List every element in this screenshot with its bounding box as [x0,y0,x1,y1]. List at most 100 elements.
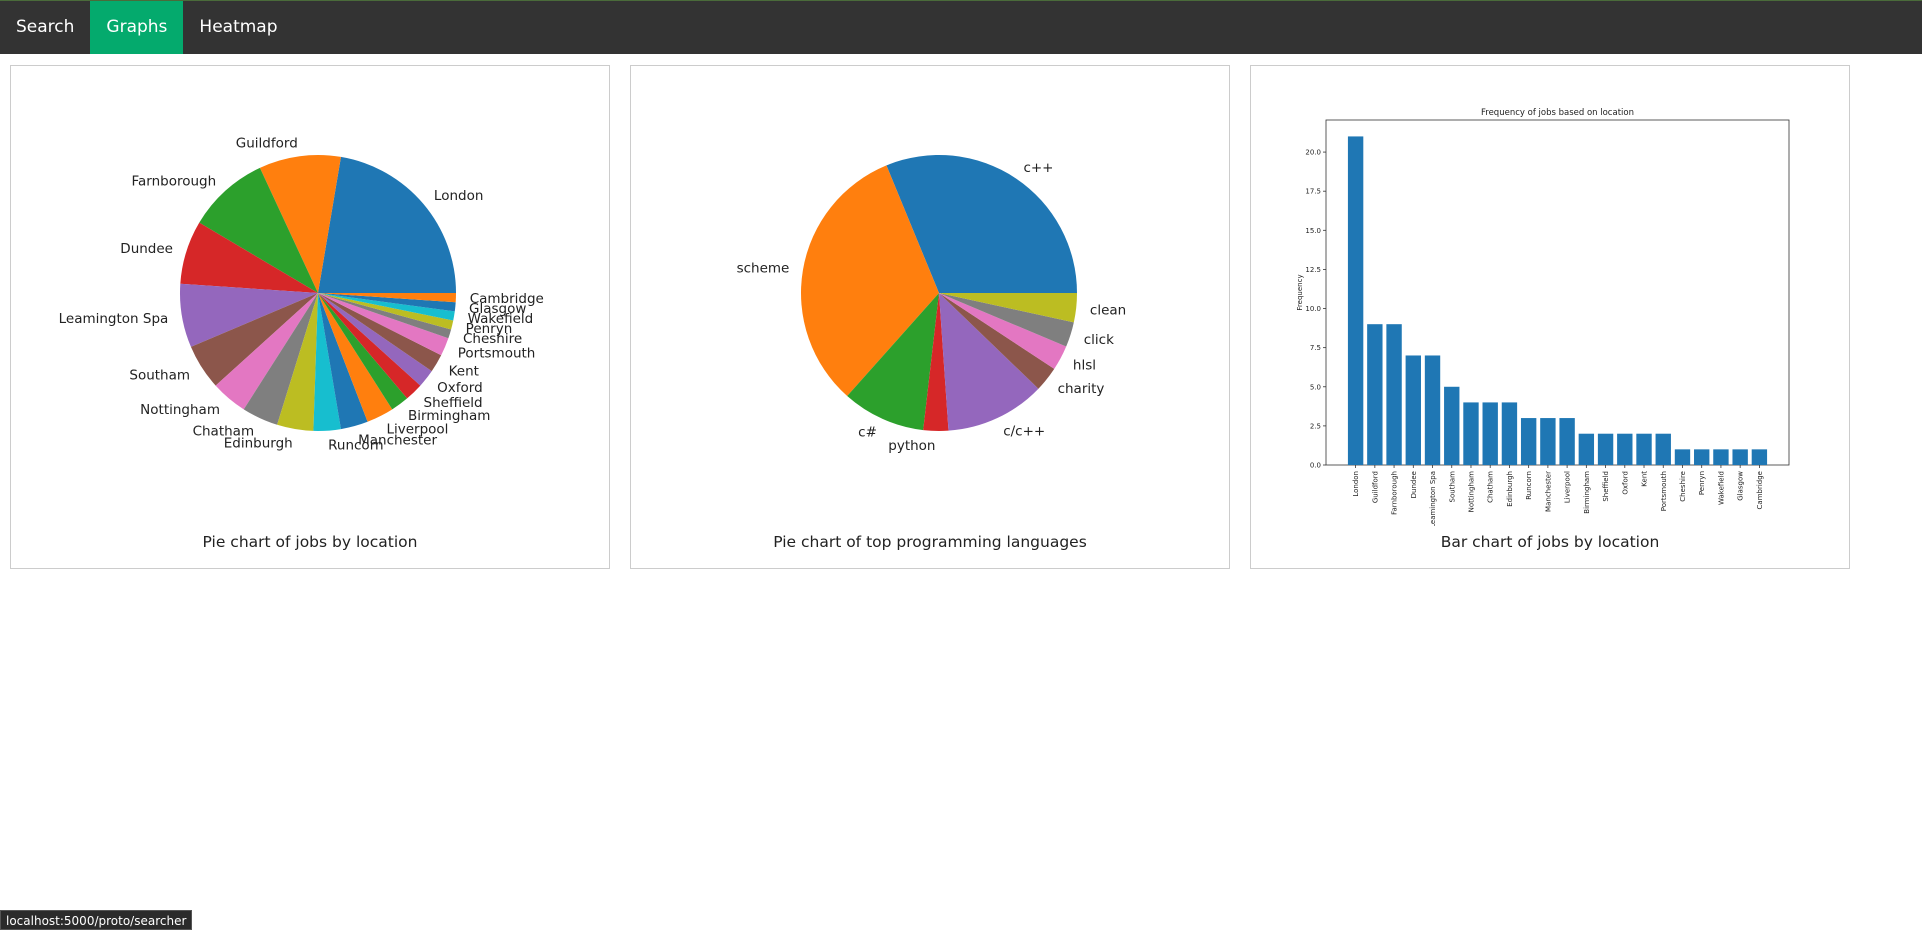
location-pie-label-kent: Kent [449,363,479,379]
location-pie-slice-runcorn [313,293,341,431]
location-pie-label-dundee: Dundee [120,241,173,257]
language-pie-label-clean: clean [1090,302,1126,318]
location-pie-slice-chatham [243,293,318,425]
location-pie-slice-manchester [318,293,368,430]
bar-x-tick-sheffield: Sheffield [1602,471,1610,502]
location-pie-label-wakefield: Wakefield [468,311,534,327]
location-pie-label-chatham: Chatham [193,424,255,440]
language-pie-label-click: click [1084,332,1114,348]
language-pie-slice-scheme [800,165,939,397]
bar-leamington-spa [1424,355,1441,465]
bar-london [1347,136,1364,465]
location-pie-label-manchester: Manchester [358,432,437,448]
bar-x-tick-kent: Kent [1641,471,1649,487]
location-pie-label-guildford: Guildford [236,136,298,152]
location-pie-slice-sheffield [318,293,421,399]
location-pie-label-edinburgh: Edinburgh [224,436,293,452]
bar-wakefield [1713,449,1729,465]
language-pie-caption: Pie chart of top programming languages [773,533,1087,551]
bar-x-tick-edinburgh: Edinburgh [1506,471,1514,507]
bar-y-tick-0-0: 0.0 [1310,462,1321,470]
language-pie-label-scheme: scheme [737,261,790,277]
location-pie-label-sheffield: Sheffield [424,395,483,411]
location-pie-slice-dundee [180,222,318,293]
location-bar-chart: Frequency of jobs based on location Frequ… [1296,108,1790,526]
bar-liverpool [1559,418,1575,465]
location-pie-label-portsmouth: Portsmouth [458,345,536,361]
language-pie-label-c: c++ [1023,160,1053,176]
bar-x-tick-manchester: Manchester [1544,471,1552,512]
bar-cambridge [1751,449,1768,465]
location-pie-label-nottingham: Nottingham [140,402,220,418]
bar-x-tick-cambridge: Cambridge [1756,471,1764,509]
location-pie-slice-liverpool [318,293,393,422]
location-pie-label-runcorn: Runcorn [328,437,383,453]
bar-x-tick-cheshire: Cheshire [1679,471,1687,502]
bar-guildford [1367,324,1383,465]
location-pie-chart: London Guildford Farnborough Dundee Leamingt… [59,136,544,454]
location-pie-slice-farnborough [199,167,318,293]
location-pie-slice-cheshire [318,293,452,339]
language-pie-chart: c++ scheme c# python c/c++ charity hlsl click cl… [737,155,1126,454]
location-pie-slice-wakefield [318,293,455,321]
location-pie-label-leamington-spa: Leamington Spa [59,311,169,327]
bar-y-tick-7-5: 7.5 [1310,344,1321,352]
bar-plot-frame [1325,119,1790,466]
location-pie-slice-guildford [259,155,341,293]
location-pie-slice-birmingham [318,293,408,410]
location-pie-slice-glasgow [318,293,456,312]
location-pie-label-london: London [434,188,484,204]
bar-y-tick-20-0: 20.0 [1305,149,1321,157]
language-pie-slice-hlsl [939,293,1067,369]
bar-sheffield [1597,433,1614,465]
location-bar-caption: Bar chart of jobs by location [1440,533,1660,551]
bar-y-tick-5-0: 5.0 [1310,383,1321,391]
language-pie-slice-clean [939,293,1077,323]
bar-edinburgh [1501,402,1518,465]
bar-y-tick-17-5: 17.5 [1305,188,1321,196]
bar-oxford [1617,433,1633,465]
language-pie-label-python: python [888,438,935,454]
location-pie-slice-edinburgh [277,293,318,431]
language-pie-slice-charity [939,293,1055,389]
language-pie-slice-c [847,293,939,431]
bar-nottingham [1463,402,1479,465]
bar-y-tick-15-0: 15.0 [1305,227,1321,235]
bar-portsmouth [1655,433,1671,465]
tab-heatmap[interactable]: Heatmap [199,17,278,37]
bar-x-tick-dundee: Dundee [1410,471,1418,498]
language-pie-slice-c-c [939,293,1039,431]
location-pie-label-cambridge: Cambridge [470,291,544,307]
location-pie-slice-portsmouth [318,293,449,356]
location-pie-slice-kent [318,293,442,372]
bar-x-tick-glasgow: Glasgow [1737,471,1745,501]
location-pie-slice-leamington-spa [180,283,318,347]
tab-search[interactable]: Search [16,17,75,37]
tab-graphs[interactable]: Graphs [90,1,184,54]
bar-runcorn [1520,418,1537,465]
location-pie-label-oxford: Oxford [437,380,483,396]
location-pie-label-southam: Southam [129,368,190,384]
location-pie-slice-cambridge [318,293,456,303]
location-pie-caption: Pie chart of jobs by location [202,533,418,551]
status-bar-url: localhost:5000/proto/searcher [0,910,193,930]
location-pie-slice-london [318,156,457,293]
bar-dundee [1405,355,1421,465]
bar-penryn [1694,449,1710,465]
bar-x-tick-nottingham: Nottingham [1467,471,1475,513]
location-pie-slice-nottingham [215,293,318,410]
bar-x-tick-portsmouth: Portsmouth [1660,471,1668,511]
bar-southam [1444,386,1460,465]
location-pie-label-farnborough: Farnborough [131,173,216,189]
bar-cheshire [1674,449,1691,465]
language-pie-slice-click [939,293,1074,347]
bar-x-tick-birmingham: Birmingham [1583,471,1591,514]
language-pie-slice-python [923,293,949,431]
location-pie-slice-penryn [318,293,454,330]
bar-y-tick-2-5: 2.5 [1310,422,1321,430]
bar-kent [1636,433,1652,465]
bar-y-axis-label: Frequency [1296,274,1304,310]
location-pie-card: London Guildford Farnborough Dundee Leamingt… [10,65,610,569]
top-nav: Search Graphs Heatmap [0,0,1922,54]
location-pie-label-liverpool: Liverpool [386,421,448,437]
